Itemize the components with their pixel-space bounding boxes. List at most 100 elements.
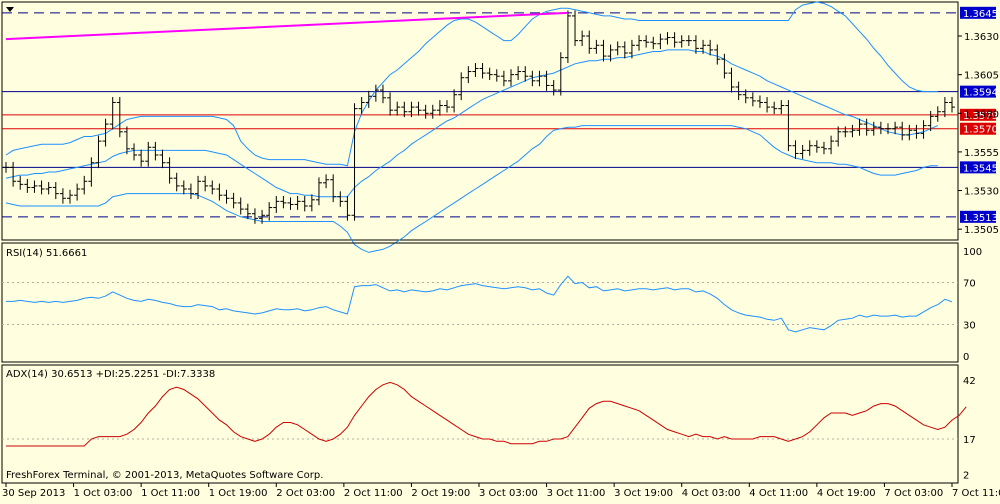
- ohlc-bar: [735, 81, 742, 101]
- ohlc-bar: [927, 110, 934, 132]
- ohlc-bar: [195, 175, 202, 200]
- ohlc-bar: [379, 84, 386, 104]
- time-axis-tick-label: 4 Oct 19:00: [817, 488, 876, 499]
- ohlc-bar: [465, 66, 472, 84]
- ohlc-bar: [131, 143, 138, 161]
- ohlc-bar: [685, 35, 692, 47]
- ohlc-bar: [308, 194, 315, 212]
- time-axis-tick-label: 4 Oct 11:00: [749, 488, 808, 499]
- level-price-label: 1.3570: [963, 125, 998, 136]
- chart-menu-arrow-icon[interactable]: [6, 7, 14, 12]
- time-axis-tick-label: 3 Oct 11:00: [547, 488, 606, 499]
- ohlc-bar: [237, 197, 244, 215]
- ohlc-bar: [436, 100, 443, 116]
- ohlc-bar: [486, 67, 493, 81]
- level-price-tag: 1.3645: [960, 6, 998, 20]
- rsi-axis-tick-label: 30: [963, 321, 976, 332]
- ohlc-bar: [884, 123, 891, 135]
- level-price-tag-box: [960, 161, 996, 174]
- ohlc-bar: [721, 53, 728, 79]
- ohlc-bar: [273, 195, 280, 213]
- trend-line: [5, 11, 568, 41]
- ohlc-bar: [337, 191, 344, 207]
- level-price-tag-box: [960, 85, 996, 98]
- ohlc-bar: [223, 189, 230, 204]
- ohlc-bar: [949, 97, 955, 113]
- ohlc-bar: [351, 103, 358, 221]
- ohlc-bar: [892, 121, 899, 135]
- adx-title: ADX(14) 30.6513 +DI:25.2251 -DI:7.3338: [6, 369, 215, 380]
- rsi-panel: 100 70 30 0: [1, 242, 982, 363]
- ohlc-bar: [692, 35, 699, 54]
- time-axis-tick-label: 30 Sep 2013: [2, 488, 65, 499]
- ohlc-bar: [500, 70, 507, 87]
- ohlc-bar: [664, 32, 671, 45]
- ohlc-bar: [159, 149, 166, 169]
- price-axis-tick-label: 1.3630: [964, 32, 999, 43]
- level-price-label: 1.3579: [963, 111, 998, 122]
- ohlc-bar: [315, 177, 322, 206]
- ohlc-bar: [230, 192, 237, 209]
- bollinger-lower-line: [5, 125, 938, 253]
- bollinger-upper-line: [5, 1, 938, 167]
- ohlc-bar: [700, 39, 707, 54]
- ohlc-bar: [799, 144, 806, 159]
- bollinger-middle-line: [5, 49, 939, 198]
- ohlc-bar: [820, 141, 827, 155]
- ohlc-bar: [586, 30, 593, 54]
- ohlc-bar: [280, 195, 287, 209]
- ohlc-bar: [593, 39, 600, 54]
- ohlc-bar: [67, 189, 74, 204]
- copyright-text: FreshForex Terminal, © 2001-2013, MetaQu…: [6, 470, 323, 481]
- ohlc-bar: [216, 183, 223, 201]
- rsi-axis-tick-label: 0: [963, 352, 969, 363]
- time-axis-tick-label: 2 Oct 19:00: [411, 488, 470, 499]
- ohlc-bar: [771, 101, 778, 115]
- ohlc-bar: [173, 172, 180, 192]
- time-axis-tick-label: 2 Oct 03:00: [276, 488, 335, 499]
- ohlc-bar: [557, 52, 564, 96]
- ohlc-bar: [451, 89, 458, 113]
- time-axis-tick-label: 7 Oct 11:00: [952, 488, 1000, 499]
- ohlc-bar: [52, 182, 59, 200]
- ohlc-bar: [202, 175, 209, 192]
- ohlc-bar: [856, 118, 863, 136]
- rsi-axis-tick-label: 100: [963, 247, 982, 258]
- ohlc-bar: [24, 178, 31, 193]
- level-price-tag: 1.3545: [960, 161, 998, 174]
- ohlc-bar: [508, 69, 515, 87]
- ohlc-bar: [764, 97, 771, 113]
- ohlc-bar: [59, 188, 66, 204]
- ohlc-bar: [323, 174, 330, 189]
- level-price-tag-box: [960, 108, 996, 121]
- ohlc-bar: [102, 118, 109, 147]
- ohlc-bar: [728, 67, 735, 93]
- adx-panel: 42 17 2: [1, 364, 976, 484]
- level-price-label: 1.3645: [963, 9, 998, 20]
- ohlc-bar: [806, 140, 813, 156]
- rsi-axis-tick-label: 70: [963, 279, 976, 290]
- ohlc-bar: [31, 180, 38, 193]
- time-axis-tick-label: 1 Oct 03:00: [74, 488, 133, 499]
- ohlc-bar: [813, 140, 820, 153]
- ohlc-bar: [287, 197, 294, 210]
- ohlc-bar: [408, 101, 415, 118]
- ohlc-bar: [579, 30, 586, 47]
- ohlc-bar: [251, 208, 258, 224]
- ohlc-bar: [792, 140, 799, 159]
- price-axis-tick-label: 1.3505: [964, 225, 999, 236]
- level-price-tag: 1.3579: [960, 108, 998, 122]
- ohlc-bar: [259, 209, 266, 224]
- level-price-tag: 1.3570: [960, 122, 998, 136]
- ohlc-bar: [678, 35, 685, 48]
- time-axis-tick-label: 3 Oct 19:00: [614, 488, 673, 499]
- ohlc-bar: [330, 174, 337, 203]
- ohlc-bar: [934, 106, 941, 122]
- level-price-tag-box: [960, 210, 996, 223]
- ohlc-bar: [835, 126, 842, 147]
- time-axis-tick-label: 4 Oct 03:00: [682, 488, 741, 499]
- time-axis-tick-label: 3 Oct 03:00: [479, 488, 538, 499]
- ohlc-bar: [116, 97, 123, 138]
